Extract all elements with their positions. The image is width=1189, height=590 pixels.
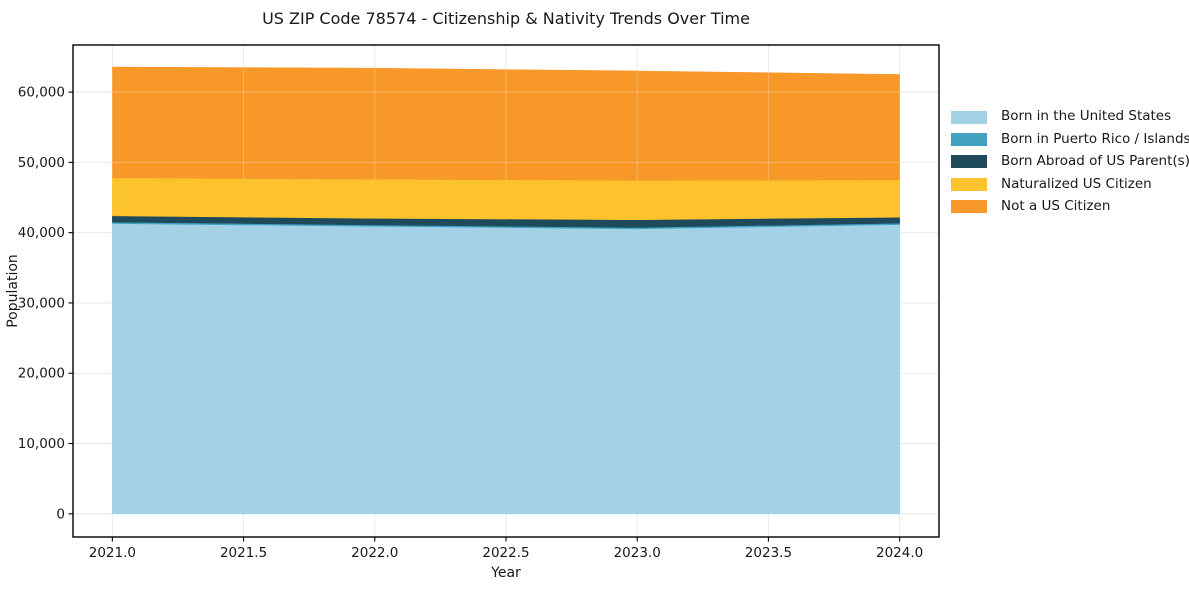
legend-item-2: Born Abroad of US Parent(s) [951, 151, 1189, 173]
legend-item-1: Born in Puerto Rico / Islands [951, 128, 1189, 150]
legend-swatch [951, 200, 987, 214]
x-tick-label: 2023.0 [614, 545, 661, 561]
legend-swatch [951, 133, 987, 147]
legend-item-3: Naturalized US Citizen [951, 173, 1189, 195]
y-tick-label: 10,000 [18, 436, 65, 452]
y-tick-label: 50,000 [18, 155, 65, 171]
legend-swatch [951, 155, 987, 169]
y-tick-label: 60,000 [18, 85, 65, 101]
legend-item-0: Born in the United States [951, 106, 1189, 128]
legend-label: Naturalized US Citizen [1001, 175, 1152, 192]
x-tick-label: 2024.0 [876, 545, 923, 561]
chart-title: US ZIP Code 78574 - Citizenship & Nativi… [262, 9, 750, 28]
legend-label: Not a US Citizen [1001, 198, 1111, 214]
x-axis-label: Year [490, 565, 521, 581]
legend-item-4: Not a US Citizen [951, 196, 1189, 218]
y-tick-label: 20,000 [18, 366, 65, 382]
legend-swatch [951, 110, 987, 124]
x-tick-label: 2022.0 [351, 545, 398, 561]
y-tick-label: 30,000 [18, 295, 65, 311]
area-series-4 [112, 66, 900, 181]
legend-label: Born in Puerto Rico / Islands [1001, 130, 1189, 147]
plot-layers: 2021.0 2021.5 2022.0 2022.5 2023.0 2023.5 2024… [18, 44, 940, 561]
area-series-0 [112, 223, 900, 515]
x-tick-label: 2021.0 [89, 545, 136, 561]
y-tick-label: 0 [56, 506, 65, 522]
legend-swatch [951, 177, 987, 191]
x-tick-label: 2023.5 [745, 545, 792, 561]
y-tick-label: 40,000 [18, 225, 65, 241]
legend: Born in the United States Born in Puerto … [951, 106, 1189, 218]
legend-label: Born Abroad of US Parent(s) [1001, 153, 1189, 170]
y-axis-label: Population [5, 254, 21, 328]
x-tick-label: 2021.5 [220, 545, 267, 561]
x-tick-label: 2022.5 [482, 545, 529, 561]
area-series-3 [112, 177, 900, 221]
grid-overlay [112, 67, 900, 181]
legend-label: Born in the United States [1001, 108, 1172, 125]
